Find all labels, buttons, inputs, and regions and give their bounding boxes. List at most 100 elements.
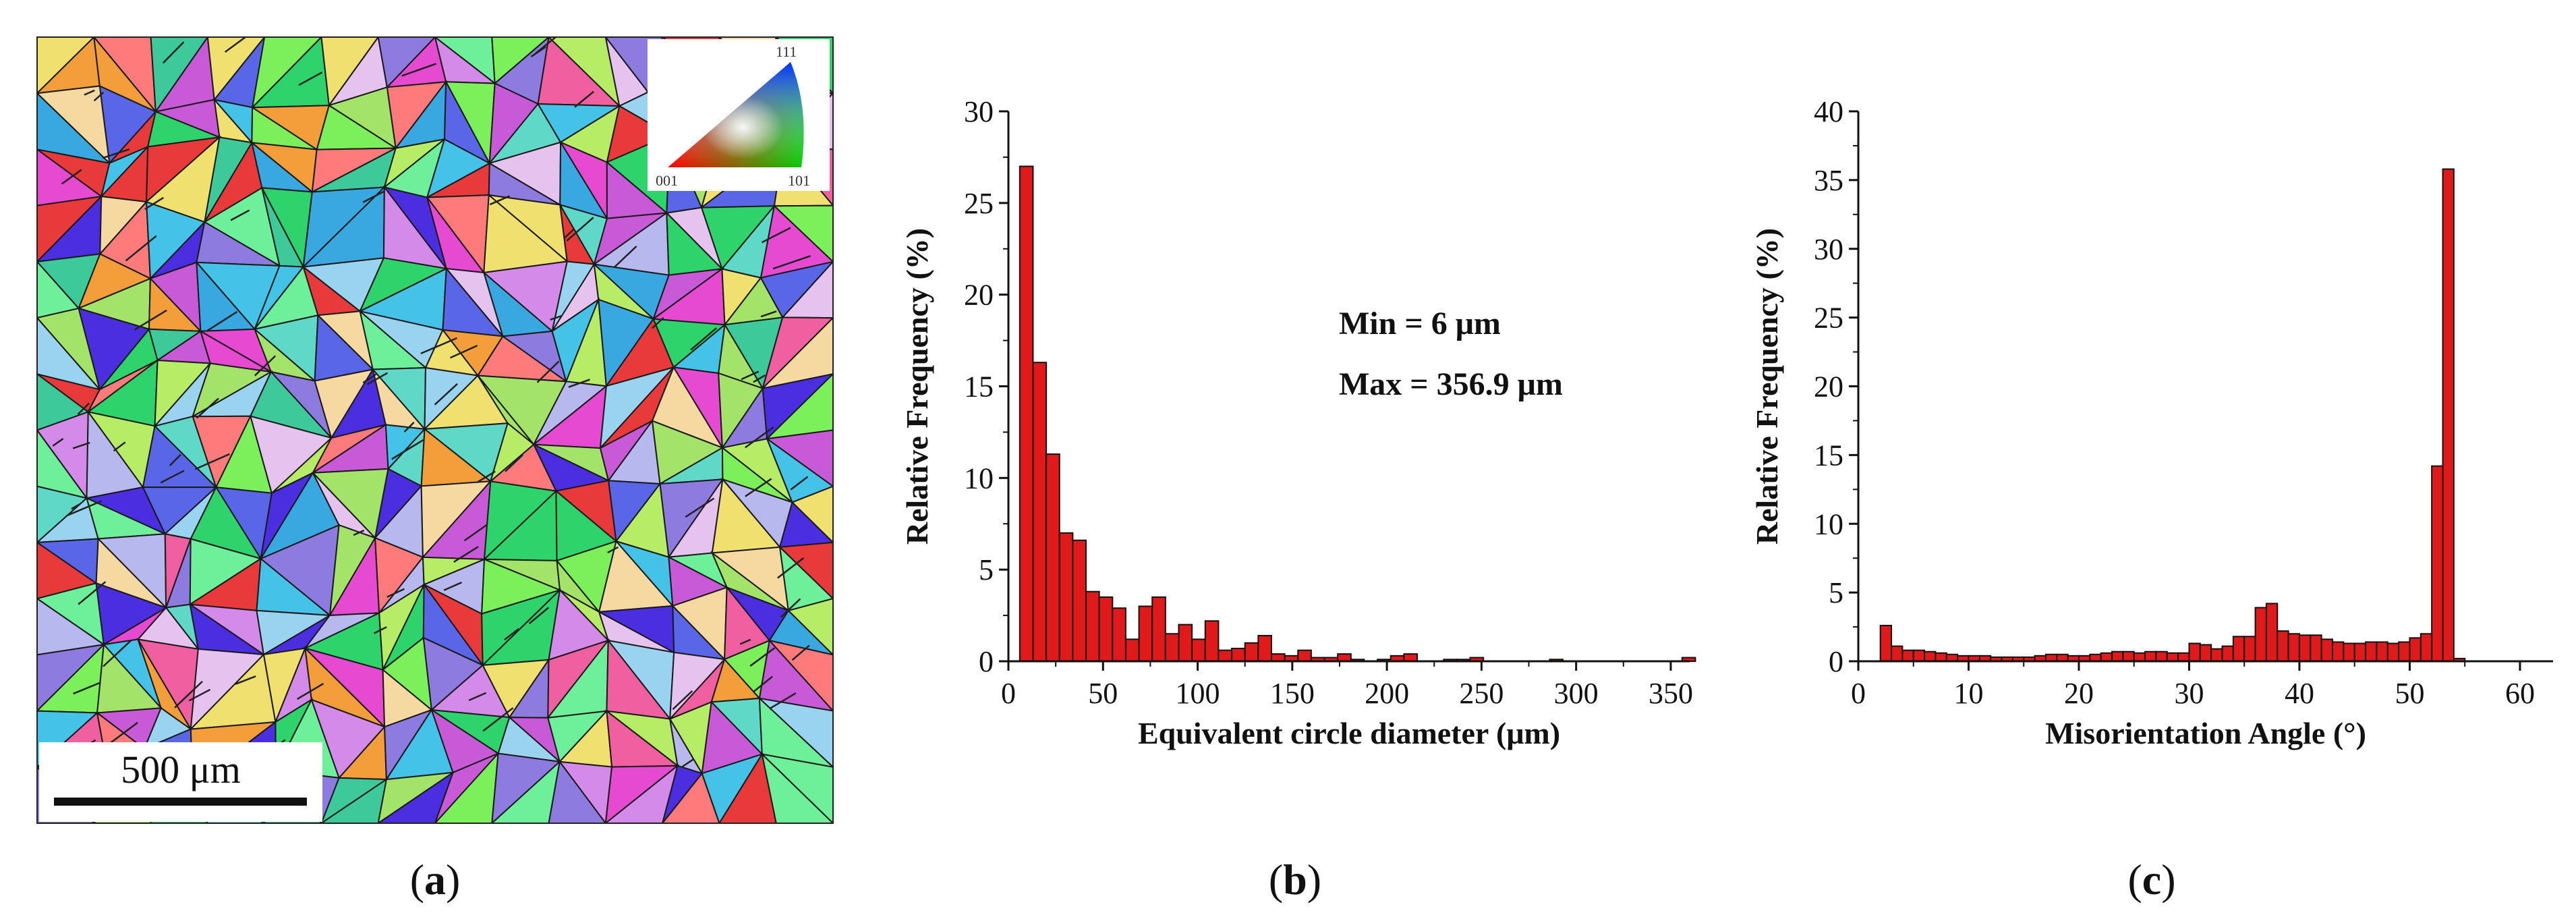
histogram-bar bbox=[2243, 636, 2256, 663]
histogram-bar bbox=[2232, 636, 2245, 663]
twin-boundary bbox=[366, 372, 389, 385]
twin-boundary bbox=[769, 692, 797, 710]
histogram-bar bbox=[1085, 590, 1100, 662]
ipf-label-101: 101 bbox=[788, 172, 810, 189]
panel-caption-a: (a) bbox=[410, 856, 461, 904]
histogram-bar bbox=[2254, 607, 2267, 662]
histogram-bar bbox=[1178, 623, 1193, 663]
twin-boundary bbox=[93, 91, 105, 102]
twin-boundary bbox=[403, 421, 415, 433]
y-tick-label: 0 bbox=[979, 645, 994, 678]
twin-boundary bbox=[463, 524, 488, 542]
twin-boundary bbox=[420, 337, 457, 355]
histogram-bar bbox=[1257, 634, 1272, 663]
twin-boundary bbox=[741, 370, 760, 381]
twin-boundary bbox=[574, 90, 594, 108]
twin-boundary bbox=[196, 397, 219, 419]
histogram-bar bbox=[2122, 650, 2135, 662]
histogram-bar bbox=[2155, 650, 2168, 662]
y-tick-label: 20 bbox=[964, 279, 994, 312]
twin-boundary bbox=[772, 255, 811, 270]
y-tick-label: 15 bbox=[964, 370, 994, 404]
histogram-bar bbox=[2144, 650, 2157, 662]
twin-boundary bbox=[536, 360, 560, 383]
twin-boundary bbox=[607, 546, 619, 554]
twin-boundary bbox=[206, 311, 238, 332]
twin-boundary bbox=[780, 598, 801, 618]
x-tick-label: 200 bbox=[1365, 677, 1409, 710]
twin-boundary bbox=[690, 327, 718, 351]
ipf-label-111: 111 bbox=[776, 43, 797, 60]
twin-boundary bbox=[134, 309, 167, 331]
twin-boundary bbox=[77, 402, 90, 415]
histogram-bar bbox=[1244, 642, 1259, 662]
histogram-bar bbox=[2398, 641, 2411, 662]
twin-boundary bbox=[680, 758, 695, 769]
twin-boundary bbox=[71, 503, 81, 510]
twin-boundary bbox=[174, 680, 203, 708]
twin-boundary bbox=[194, 453, 230, 470]
grain-size-histogram: 0 50 100 150 200 250 300 350 0 5 10 15 20 25 30 Equival… bbox=[900, 95, 1696, 750]
histogram-bar bbox=[2111, 650, 2124, 662]
histogram-bar bbox=[2376, 641, 2388, 662]
twin-boundary bbox=[434, 383, 458, 406]
twin-boundary bbox=[78, 581, 107, 605]
twin-boundary bbox=[685, 497, 715, 518]
histogram-bar bbox=[2177, 652, 2190, 663]
twin-boundary bbox=[563, 228, 575, 240]
histogram-bar bbox=[2343, 642, 2355, 663]
histogram-bar bbox=[2320, 638, 2334, 663]
twin-boundary bbox=[745, 478, 772, 497]
histogram-bar bbox=[1935, 652, 1947, 663]
histogram-bar bbox=[1270, 653, 1286, 663]
histogram-bar bbox=[1901, 649, 1914, 663]
chart-annotation: Min = 6 μm bbox=[1339, 306, 1501, 341]
histogram-bar bbox=[2442, 168, 2455, 662]
scale-bar-line bbox=[54, 798, 307, 806]
ebsd-map-panel: 111 001 101 500 μm bbox=[36, 36, 834, 824]
twin-boundary bbox=[188, 688, 211, 702]
scale-bar-background bbox=[39, 742, 322, 822]
twin-boundary bbox=[102, 148, 130, 159]
histogram-bar bbox=[1151, 596, 1166, 663]
twin-boundary bbox=[254, 355, 277, 377]
histogram-bar bbox=[1879, 625, 1893, 663]
histogram-bar bbox=[1138, 605, 1153, 662]
twin-boundary bbox=[84, 89, 95, 96]
twin-boundary bbox=[125, 235, 157, 262]
twin-boundary bbox=[550, 314, 562, 321]
twin-boundary bbox=[468, 692, 487, 702]
twin-boundary bbox=[401, 63, 437, 77]
histogram-bar bbox=[2265, 603, 2279, 662]
twin-boundary bbox=[160, 470, 185, 484]
y-tick-label: 10 bbox=[1814, 507, 1843, 540]
histogram-bar bbox=[2353, 642, 2367, 663]
x-tick-label: 50 bbox=[1088, 677, 1118, 710]
ipf-color-key: 111 001 101 bbox=[648, 39, 830, 191]
twin-boundary bbox=[791, 644, 810, 661]
y-tick-label: 25 bbox=[964, 187, 994, 220]
twin-boundary bbox=[672, 690, 693, 711]
x-tick-label: 300 bbox=[1554, 677, 1599, 710]
twin-boundary bbox=[224, 37, 247, 53]
x-tick-label: 20 bbox=[2064, 677, 2094, 710]
x-tick-label: 150 bbox=[1270, 677, 1315, 710]
histogram-bar bbox=[2056, 653, 2069, 662]
twin-boundary bbox=[614, 245, 637, 268]
histogram-bar bbox=[1231, 647, 1246, 663]
histogram-bar bbox=[1891, 645, 1904, 663]
x-axis-label: Equivalent circle diameter (μm) bbox=[1138, 716, 1560, 750]
y-tick-label: 5 bbox=[1829, 576, 1843, 609]
twin-boundary bbox=[528, 607, 549, 625]
histogram-bar bbox=[2420, 633, 2433, 662]
scale-bar-label: 500 μm bbox=[121, 748, 241, 791]
histogram-bar bbox=[1019, 165, 1034, 662]
twin-boundary bbox=[505, 454, 523, 472]
y-tick-label: 5 bbox=[979, 553, 994, 586]
y-tick-label: 35 bbox=[1814, 164, 1843, 197]
twin-boundary bbox=[489, 195, 511, 206]
twin-boundary bbox=[443, 581, 462, 591]
twin-boundary bbox=[374, 626, 387, 634]
histogram-bar bbox=[2044, 653, 2058, 662]
